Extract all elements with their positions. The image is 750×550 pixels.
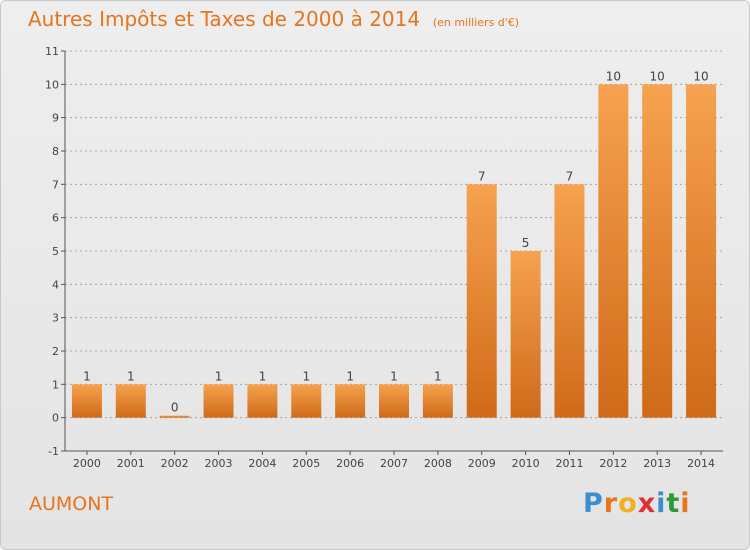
bar-2007 (379, 384, 409, 418)
x-tick-labels: 2000 2001 2002 2003 2004 2005 2006 2007 2008 2009… (73, 457, 715, 470)
value-label: 1 (346, 369, 354, 383)
y-tick-label: 2 (52, 345, 59, 358)
bar-2010 (510, 251, 541, 418)
y-tick-label: 4 (52, 278, 59, 291)
x-tick-label: 2006 (336, 457, 364, 470)
value-label: 5 (522, 236, 530, 250)
value-label: 1 (215, 369, 223, 383)
bar-2002 (159, 415, 190, 418)
y-tick-label: 10 (45, 78, 59, 91)
x-tick-label: 2001 (117, 457, 145, 470)
bar-2000 (71, 384, 102, 418)
x-tick-label: 2012 (599, 457, 627, 470)
x-tick-label: 2007 (380, 457, 408, 470)
y-tick-label: 1 (52, 378, 59, 391)
proxiti-logo: Proxiti (583, 488, 691, 519)
x-tick-label: 2005 (292, 457, 320, 470)
y-tick-label: 9 (52, 112, 59, 125)
value-label: 10 (606, 69, 621, 83)
chart-title: Autres Impôts et Taxes de 2000 à 2014 (e… (28, 7, 519, 31)
logo-letter: P (583, 488, 604, 519)
y-tick-label: -1 (48, 445, 59, 458)
value-label: 7 (566, 169, 574, 183)
y-tick-label: 11 (45, 45, 59, 58)
bar-2001 (115, 384, 146, 418)
y-tick-labels: -1 0 1 2 3 4 5 6 7 8 9 10 11 (45, 45, 59, 458)
chart-title-main: Autres Impôts et Taxes de 2000 à 2014 (28, 7, 421, 31)
value-label: 1 (302, 369, 310, 383)
y-tick-label: 7 (52, 178, 59, 191)
x-tick-label: 2013 (643, 457, 671, 470)
value-label: 1 (390, 369, 398, 383)
bar-2011 (554, 184, 585, 418)
logo-letter: r (603, 488, 619, 519)
value-label: 1 (83, 369, 91, 383)
logo-letter: i (656, 488, 667, 519)
value-label: 1 (434, 369, 442, 383)
bar-2003 (203, 384, 234, 418)
x-tick-label: 2002 (161, 457, 189, 470)
y-tick-label: 3 (52, 312, 59, 325)
bar-2012 (598, 84, 629, 418)
y-tick-label: 6 (52, 212, 59, 225)
bar-2005 (291, 384, 322, 418)
bars-group (71, 84, 717, 418)
value-label: 7 (478, 169, 486, 183)
value-label: 10 (693, 69, 708, 83)
y-tick-label: 0 (52, 412, 59, 425)
x-tick-label: 2004 (248, 457, 276, 470)
bar-2014 (686, 84, 717, 418)
logo-letter: x (637, 488, 657, 519)
x-tick-label: 2000 (73, 457, 101, 470)
y-tick-label: 8 (52, 145, 59, 158)
value-label: 1 (127, 369, 135, 383)
logo-letter: t (666, 488, 681, 519)
x-tick-label: 2014 (687, 457, 715, 470)
x-tick-label: 2008 (424, 457, 452, 470)
x-tick-label: 2011 (555, 457, 583, 470)
y-tick-label: 5 (52, 245, 59, 258)
bar-2009 (466, 184, 497, 418)
x-tick-label: 2003 (205, 457, 233, 470)
x-tick-label: 2009 (468, 457, 496, 470)
x-tick-label: 2010 (512, 457, 540, 470)
bar-2008 (422, 384, 453, 418)
axes-group (61, 50, 723, 455)
value-label: 0 (171, 401, 179, 415)
value-label: 1 (259, 369, 267, 383)
logo-letter: o (618, 488, 638, 519)
bar-2004 (247, 384, 278, 418)
logo-letter: i (680, 488, 691, 519)
bar-2006 (335, 384, 366, 418)
chart-title-unit: (en milliers d'€) (432, 16, 520, 29)
value-label: 10 (650, 69, 665, 83)
commune-name: AUMONT (29, 493, 114, 515)
bar-2013 (642, 84, 673, 418)
